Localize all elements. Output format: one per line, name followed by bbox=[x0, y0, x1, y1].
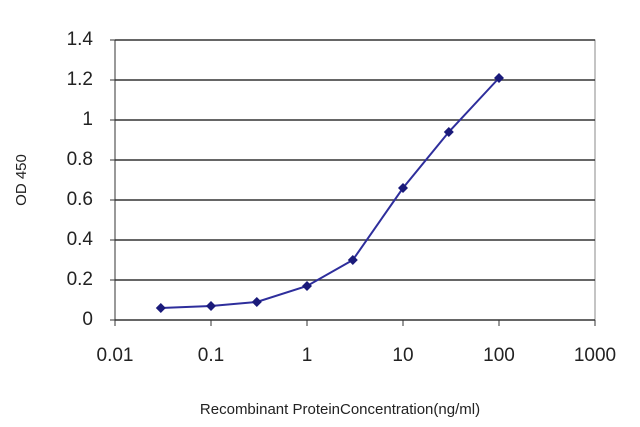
y-axis-label: OD 450 bbox=[13, 154, 30, 206]
data-point bbox=[251, 297, 262, 307]
x-tick-label: 1000 bbox=[574, 345, 616, 366]
plot-area bbox=[114, 39, 596, 321]
x-tick-label: 0.1 bbox=[198, 345, 224, 366]
x-axis-label: Recombinant ProteinConcentration(ng/ml) bbox=[200, 401, 480, 418]
x-tick-label: 1 bbox=[302, 345, 313, 366]
x-tick-label: 0.01 bbox=[97, 345, 134, 366]
data-point bbox=[155, 303, 166, 313]
data-point bbox=[302, 281, 312, 291]
data-point bbox=[443, 127, 454, 137]
x-tick-label: 10 bbox=[392, 345, 413, 366]
y-tick-label: 1 bbox=[82, 109, 93, 130]
data-point bbox=[398, 183, 408, 193]
data-point bbox=[206, 301, 216, 311]
y-tick-label: 0.8 bbox=[67, 149, 93, 170]
data-point bbox=[347, 255, 358, 265]
data-line bbox=[160, 77, 500, 309]
y-tick-label: 0.2 bbox=[67, 269, 93, 290]
x-tick-label: 100 bbox=[483, 345, 515, 366]
y-tick-label: 1.4 bbox=[67, 29, 94, 50]
y-tick-label: 0.4 bbox=[67, 229, 94, 250]
y-tick-label: 1.2 bbox=[67, 69, 93, 90]
y-tick-label: 0 bbox=[82, 309, 93, 330]
y-tick-label: 0.6 bbox=[67, 189, 93, 210]
data-point bbox=[494, 73, 504, 83]
